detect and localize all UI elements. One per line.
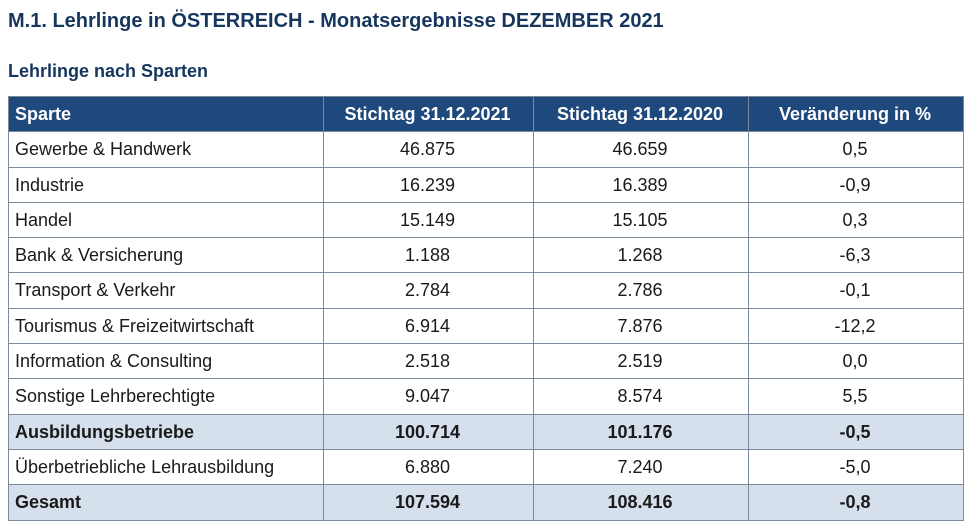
row-label: Industrie [9,167,324,202]
col-header-sparte: Sparte [9,97,324,132]
apprentice-table: Sparte Stichtag 31.12.2021 Stichtag 31.1… [8,96,964,521]
table-row: Ausbildungsbetriebe100.714101.176-0,5 [9,414,964,449]
table-row: Überbetriebliche Lehrausbildung6.8807.24… [9,449,964,484]
row-value: 2.786 [534,273,749,308]
row-value: -5,0 [749,449,964,484]
row-value: 2.519 [534,344,749,379]
section-subtitle: Lehrlinge nach Sparten [8,61,963,82]
row-value: 7.876 [534,308,749,343]
table-row: Tourismus & Freizeitwirtschaft6.9147.876… [9,308,964,343]
row-value: 2.784 [324,273,534,308]
row-value: 15.149 [324,202,534,237]
row-label: Überbetriebliche Lehrausbildung [9,449,324,484]
col-header-2020: Stichtag 31.12.2020 [534,97,749,132]
table-row: Gesamt107.594108.416-0,8 [9,485,964,520]
row-value: -0,8 [749,485,964,520]
table-row: Industrie16.23916.389-0,9 [9,167,964,202]
row-value: 108.416 [534,485,749,520]
row-value: -0,9 [749,167,964,202]
row-value: 0,0 [749,344,964,379]
col-header-change: Veränderung in % [749,97,964,132]
row-value: -6,3 [749,238,964,273]
table-row: Transport & Verkehr2.7842.786-0,1 [9,273,964,308]
table-row: Handel15.14915.1050,3 [9,202,964,237]
row-value: 8.574 [534,379,749,414]
row-label: Handel [9,202,324,237]
row-value: -0,5 [749,414,964,449]
row-value: 1.188 [324,238,534,273]
row-value: 15.105 [534,202,749,237]
row-value: -12,2 [749,308,964,343]
table-row: Gewerbe & Handwerk46.87546.6590,5 [9,132,964,167]
row-value: 9.047 [324,379,534,414]
table-header-row: Sparte Stichtag 31.12.2021 Stichtag 31.1… [9,97,964,132]
row-value: 2.518 [324,344,534,379]
row-value: 100.714 [324,414,534,449]
row-value: 6.880 [324,449,534,484]
row-label: Gewerbe & Handwerk [9,132,324,167]
row-label: Sonstige Lehrberechtigte [9,379,324,414]
row-label: Tourismus & Freizeitwirtschaft [9,308,324,343]
row-value: 46.875 [324,132,534,167]
row-value: 16.389 [534,167,749,202]
row-value: 1.268 [534,238,749,273]
row-value: 0,5 [749,132,964,167]
row-value: 6.914 [324,308,534,343]
row-value: 101.176 [534,414,749,449]
row-value: 7.240 [534,449,749,484]
row-value: 5,5 [749,379,964,414]
row-label: Bank & Versicherung [9,238,324,273]
page-title: M.1. Lehrlinge in ÖSTERREICH - Monatserg… [8,10,963,33]
row-value: -0,1 [749,273,964,308]
col-header-2021: Stichtag 31.12.2021 [324,97,534,132]
table-row: Bank & Versicherung1.1881.268-6,3 [9,238,964,273]
row-label: Gesamt [9,485,324,520]
row-value: 16.239 [324,167,534,202]
table-row: Sonstige Lehrberechtigte9.0478.5745,5 [9,379,964,414]
row-value: 0,3 [749,202,964,237]
row-value: 107.594 [324,485,534,520]
table-row: Information & Consulting2.5182.5190,0 [9,344,964,379]
row-label: Transport & Verkehr [9,273,324,308]
row-label: Ausbildungsbetriebe [9,414,324,449]
row-value: 46.659 [534,132,749,167]
row-label: Information & Consulting [9,344,324,379]
